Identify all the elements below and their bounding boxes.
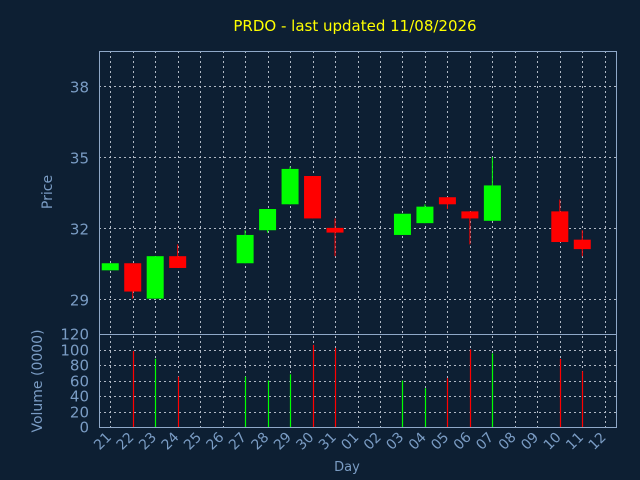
candle-body (326, 227, 344, 233)
candle-body (483, 185, 501, 221)
day-tick-label: 22 (114, 430, 138, 454)
candle-body (169, 256, 187, 268)
day-tick-label: 04 (406, 429, 430, 453)
candle-07 (483, 157, 501, 221)
candle-24 (169, 244, 187, 268)
volume-tick-label: 100 (60, 342, 89, 360)
candle-body (416, 206, 434, 224)
volume-tick-label: 120 (60, 326, 89, 344)
candle-29 (281, 166, 299, 205)
volume-tick-label: 80 (70, 357, 89, 375)
candle-30 (304, 175, 322, 219)
candle-body (304, 175, 322, 219)
candle-21 (101, 263, 119, 271)
candle-body (438, 197, 456, 205)
day-tick-label: 06 (451, 429, 475, 453)
day-tick-label: 29 (271, 430, 295, 454)
price-tick-label: 32 (70, 221, 89, 239)
day-tick-label: 03 (383, 430, 407, 454)
candle-28 (259, 209, 277, 233)
candle-body (101, 263, 119, 271)
candle-06 (461, 211, 479, 245)
day-tick-label: 08 (496, 430, 520, 454)
day-tick-label: 09 (518, 430, 542, 454)
day-tick-label: 12 (586, 430, 610, 454)
volume-tick-label: 20 (70, 404, 89, 422)
volume-tick-label: 0 (79, 419, 89, 437)
candle-body (259, 209, 277, 231)
candle-23 (146, 256, 164, 299)
day-tick-label: 25 (181, 430, 205, 454)
candle-body (236, 234, 254, 264)
candle-31 (326, 218, 344, 257)
price-axis-label: Price (40, 175, 56, 209)
volume-tick-label: 60 (70, 373, 89, 391)
day-tick-label: 02 (361, 430, 385, 454)
volume-tick-label: 40 (70, 388, 89, 406)
volume-panel-frame (99, 334, 617, 428)
candle-27 (236, 230, 254, 264)
price-tick-label: 29 (70, 292, 89, 310)
candle-22 (124, 263, 142, 299)
day-tick-label: 24 (159, 429, 183, 453)
candle-body (461, 211, 479, 219)
day-tick-label: 28 (248, 430, 272, 454)
candle-04 (416, 204, 434, 224)
day-tick-label: 11 (563, 430, 587, 454)
grid-lines (99, 51, 616, 428)
day-tick-label: 21 (91, 430, 115, 454)
price-tick-label: 38 (70, 79, 89, 97)
day-axis-label: Day (334, 460, 360, 475)
day-tick-label: 23 (136, 430, 160, 454)
price-tick-label: 35 (70, 150, 89, 168)
candle-body (551, 211, 569, 243)
day-tick-label: 27 (226, 430, 250, 454)
candle-03 (393, 213, 411, 235)
candle-11 (573, 230, 591, 257)
day-tick-label: 31 (316, 430, 340, 454)
day-tick-label: 05 (428, 430, 452, 454)
day-tick-label: 07 (473, 430, 497, 454)
candle-body (281, 168, 299, 205)
volume-axis-label: Volume (0000) (30, 329, 46, 432)
chart-title: PRDO - last updated 11/08/2026 (233, 17, 476, 35)
candle-body (393, 213, 411, 235)
day-tick-label: 01 (338, 430, 362, 454)
day-tick-label: 10 (541, 430, 565, 454)
candle-body (573, 239, 591, 250)
candle-10 (551, 199, 569, 243)
day-tick-label: 26 (204, 429, 228, 453)
candle-body (124, 263, 142, 292)
day-tick-label: 30 (293, 430, 317, 454)
candle-05 (438, 197, 456, 210)
candle-body (146, 256, 164, 299)
